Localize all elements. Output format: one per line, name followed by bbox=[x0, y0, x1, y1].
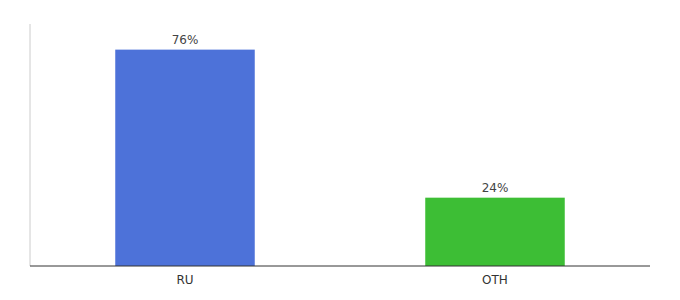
data-label: 24% bbox=[482, 181, 509, 195]
x-tick-label: OTH bbox=[482, 273, 508, 287]
chart-svg: RU OTH 76% 24% bbox=[0, 0, 680, 300]
chart-container: RU OTH 76% 24% bbox=[0, 0, 680, 300]
y-axis-line bbox=[30, 24, 31, 266]
bar bbox=[115, 50, 255, 266]
bars bbox=[115, 50, 565, 266]
data-label: 76% bbox=[172, 33, 199, 47]
bar bbox=[425, 198, 565, 266]
x-tick-label: RU bbox=[176, 273, 193, 287]
x-axis-line bbox=[30, 266, 650, 267]
